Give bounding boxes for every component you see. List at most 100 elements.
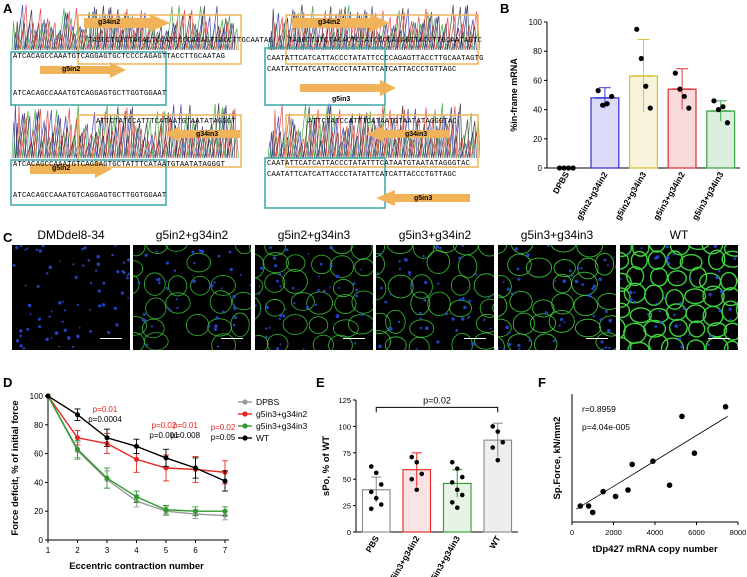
- nucleus: [62, 300, 64, 303]
- nucleus: [45, 337, 49, 342]
- nucleus: [646, 312, 650, 316]
- nucleus: [620, 277, 622, 280]
- nucleus: [155, 250, 158, 253]
- tr-g34in2-arrow: [292, 14, 390, 32]
- d-ytick-label: 0: [39, 536, 44, 545]
- f-point: [650, 458, 656, 464]
- nucleus: [273, 264, 278, 268]
- nucleus: [330, 264, 333, 268]
- f-xtick-label: 8000: [730, 528, 747, 537]
- membrane: [376, 245, 385, 258]
- nucleus: [461, 245, 464, 247]
- nucleus: [217, 254, 221, 258]
- membrane: [248, 245, 251, 253]
- nucleus: [656, 255, 660, 259]
- b-point: [634, 26, 640, 32]
- membrane: [167, 275, 188, 297]
- f-point: [666, 482, 673, 488]
- nucleus: [603, 258, 607, 262]
- scale-bar: [221, 338, 243, 339]
- membrane: [507, 253, 532, 277]
- d-ytick-label: 40: [34, 478, 43, 487]
- nucleus: [558, 324, 561, 327]
- nucleus: [689, 278, 692, 281]
- nucleus: [144, 253, 148, 257]
- br-seq3: CAATATTCATCATTACCCTATATTCATCATTACCCTGTTA…: [267, 171, 457, 179]
- nucleus: [672, 253, 675, 256]
- membrane: [376, 330, 391, 350]
- micrograph-image: [133, 245, 251, 350]
- nucleus: [155, 278, 158, 281]
- chart-e: 0 25 50 75 100 125 sPo, % of WT PBS g5in3+g34in2…: [321, 395, 518, 577]
- membrane: [145, 297, 167, 320]
- nucleus: [19, 334, 23, 338]
- nucleus: [676, 281, 679, 283]
- nucleus: [329, 246, 333, 250]
- membrane: [512, 312, 535, 335]
- e-point: [449, 480, 455, 485]
- nucleus: [94, 269, 98, 272]
- nucleus: [137, 281, 141, 285]
- panel-letter-d: D: [3, 375, 13, 390]
- nucleus: [718, 270, 721, 273]
- d-point: [222, 478, 228, 484]
- nucleus: [559, 317, 564, 322]
- d-legend-label: g5in3+g34in2: [256, 409, 308, 419]
- tl-guide1-label: g34in2: [98, 19, 121, 26]
- nucleus: [317, 275, 320, 278]
- scale-bar: [586, 338, 608, 339]
- nucleus: [26, 247, 29, 250]
- membrane: [597, 292, 616, 310]
- membrane: [509, 290, 533, 313]
- micrograph-title: WT: [669, 228, 689, 242]
- nucleus: [498, 347, 500, 349]
- nucleus: [272, 256, 277, 260]
- nucleus: [463, 305, 467, 310]
- nucleus: [678, 337, 682, 341]
- membrane: [684, 288, 707, 305]
- nucleus: [599, 318, 603, 322]
- nucleus: [581, 283, 585, 287]
- tr-guide2-label: g5in3: [332, 96, 351, 103]
- f-point: [629, 461, 635, 468]
- nucleus: [213, 281, 216, 284]
- e-category-label: WT: [487, 533, 503, 550]
- d-legend-marker: [242, 411, 248, 417]
- membrane: [595, 332, 616, 350]
- micrograph-title: g5in2+g34in2: [155, 228, 229, 242]
- nucleus: [404, 258, 408, 262]
- bl-seq3: ATCACAGCCAAATGTCAGGAGTGCTTGGTGGAAT: [13, 192, 167, 200]
- membrane: [376, 252, 385, 276]
- membrane: [449, 299, 472, 317]
- nucleus: [19, 245, 23, 248]
- e-point: [378, 502, 384, 507]
- d-ytick-label: 20: [34, 507, 43, 516]
- nucleus: [142, 318, 147, 322]
- membrane: [427, 291, 451, 316]
- membrane: [620, 251, 630, 270]
- d-point: [134, 443, 139, 449]
- d-pvalue-black: p=0.05: [211, 433, 236, 442]
- membrane: [705, 336, 729, 350]
- b-point: [556, 165, 563, 171]
- d-ytick-label: 100: [30, 392, 44, 401]
- panel-letter-a: A: [3, 1, 13, 16]
- nucleus: [378, 344, 382, 349]
- nucleus: [451, 317, 455, 321]
- nucleus: [604, 346, 608, 349]
- d-xtick-label: 6: [193, 546, 198, 555]
- nucleus: [63, 328, 67, 332]
- d-ytick-label: 60: [34, 450, 43, 459]
- b-category-label: g5in2+g34in2: [574, 170, 610, 222]
- nucleus: [355, 294, 359, 298]
- tl-guide2-label: g5in2: [62, 66, 81, 73]
- nucleus: [659, 320, 663, 325]
- membrane: [426, 249, 451, 275]
- trace-1-0: [267, 4, 480, 52]
- d-legend-marker: [242, 435, 248, 441]
- nucleus: [544, 311, 548, 315]
- d-xtick-label: 7: [223, 546, 228, 555]
- b-point: [647, 105, 653, 111]
- e-ytick-label: 0: [347, 528, 351, 537]
- membrane: [376, 312, 391, 335]
